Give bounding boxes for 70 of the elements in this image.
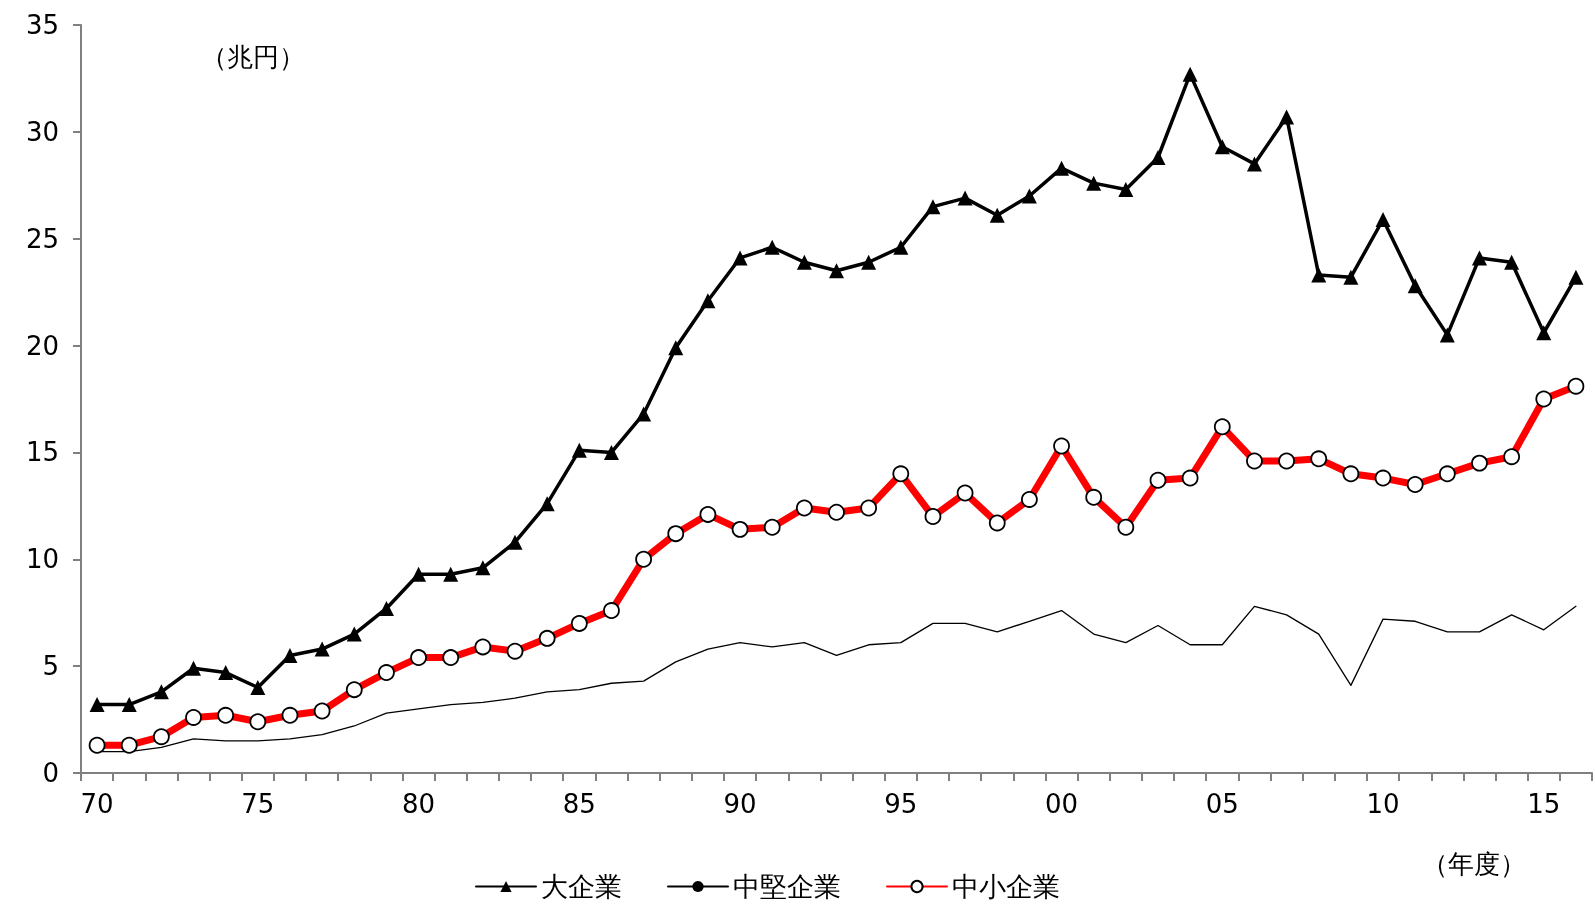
point [893,239,909,255]
point [1021,188,1037,204]
point [1214,139,1230,155]
x-tick-label: 95 [884,789,918,819]
point [1536,325,1552,341]
y-tick-label: 25 [25,223,59,254]
point [121,697,137,713]
y-tick-label: 15 [25,437,59,468]
point [925,199,941,215]
x-axis-title: （年度） [1422,849,1526,879]
point [1504,254,1520,270]
point [250,680,266,696]
x-tick-label: 80 [402,789,436,819]
point [1279,109,1295,125]
y-axis-title: （兆円） [201,42,305,72]
point [796,254,812,270]
x-tick-label: 00 [1045,789,1079,819]
point [957,190,973,206]
point [1311,267,1327,283]
point [89,697,105,713]
point [1054,160,1070,176]
legend-label: 中堅企業 [733,871,841,902]
point [153,684,169,700]
point [218,665,234,681]
x-tick-label: 10 [1366,789,1400,819]
point [443,566,459,582]
point [1343,269,1359,285]
point [1118,182,1134,198]
y-tick-label: 0 [42,758,59,788]
legend-label: 大企業 [541,871,622,902]
point [989,207,1005,223]
point [668,340,684,356]
point [636,406,652,422]
y-tick-label: 10 [25,544,59,575]
legend-label: 中小企業 [952,871,1060,902]
point [1086,175,1102,191]
point [603,444,619,460]
x-tick-label: 75 [241,789,275,819]
point [314,641,330,657]
x-tick-label: 05 [1205,789,1239,819]
point [1182,66,1198,82]
x-tick-label: 70 [80,789,114,819]
point [507,534,523,550]
point [1407,278,1423,294]
point [861,254,877,270]
point [346,626,362,642]
point [1246,156,1262,172]
point [700,293,716,309]
point [1150,150,1166,165]
y-tick-label: 20 [25,330,59,361]
point [829,263,844,279]
y-tick-label: 35 [25,10,59,40]
point [539,496,555,512]
y-tick-label: 5 [42,651,59,682]
x-tick-label: 90 [723,789,757,819]
point [282,647,298,663]
point [1471,250,1487,266]
point [378,600,394,616]
y-tick-label: 30 [25,116,59,147]
point [1375,211,1391,227]
x-tick-label: 15 [1527,789,1561,819]
point [1568,269,1584,285]
point [186,660,202,676]
point [411,566,427,582]
point [764,239,780,255]
point [571,442,587,458]
point [475,560,491,576]
point [732,250,748,266]
point [1439,327,1455,343]
x-tick-label: 85 [562,789,596,819]
